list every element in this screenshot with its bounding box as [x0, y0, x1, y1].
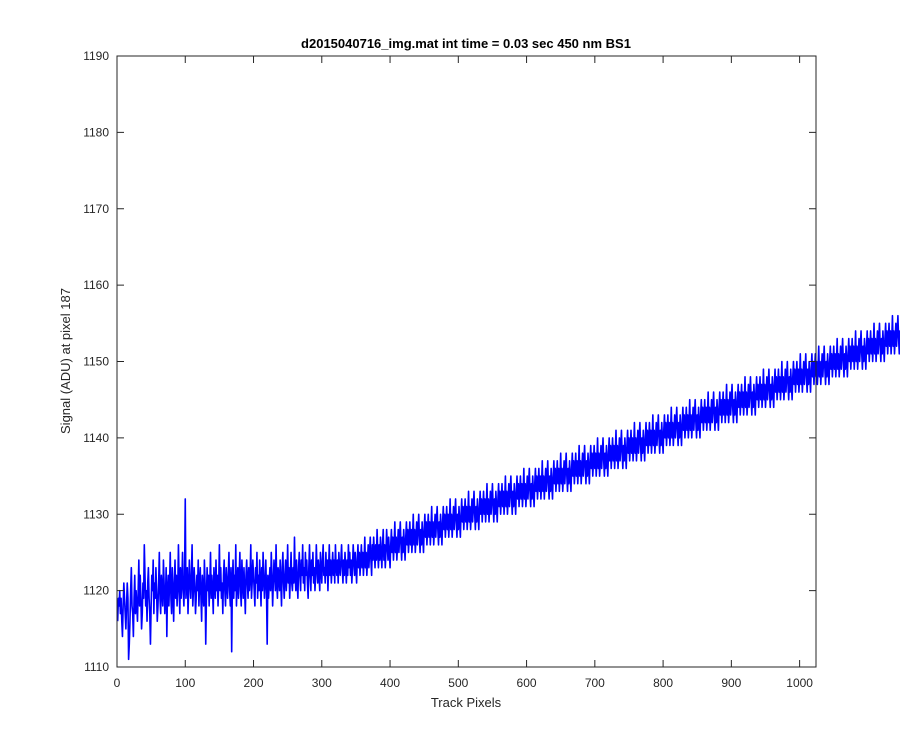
y-tick-label: 1130 [83, 507, 109, 521]
x-tick-label: 0 [114, 676, 121, 690]
y-tick-label: 1180 [83, 125, 109, 139]
y-tick-label: 1170 [83, 202, 109, 216]
y-tick-label: 1110 [84, 660, 109, 674]
x-tick-label: 500 [448, 676, 468, 690]
y-axis-ticks: 1110 1120 1130 1140 1150 1160 1170 1180 1190 [83, 49, 816, 674]
x-tick-label: 600 [517, 676, 537, 690]
x-axis-label: Track Pixels [431, 695, 502, 710]
y-axis-label: Signal (ADU) at pixel 187 [58, 288, 73, 434]
y-tick-label: 1120 [83, 584, 109, 598]
y-tick-label: 1150 [83, 355, 109, 369]
x-tick-label: 200 [244, 676, 264, 690]
x-tick-label: 300 [312, 676, 332, 690]
plot-area [117, 56, 816, 667]
series-layer [116, 314, 900, 661]
y-tick-label: 1140 [83, 431, 109, 445]
x-tick-label: 700 [585, 676, 605, 690]
x-tick-label: 800 [653, 676, 673, 690]
x-tick-label: 900 [721, 676, 741, 690]
x-axis-ticks: 0 100 200 300 400 500 600 700 800 900 1000 [114, 56, 813, 690]
y-tick-label: 1160 [83, 278, 109, 292]
series-line-1 [116, 314, 900, 661]
x-tick-label: 100 [175, 676, 195, 690]
x-tick-label: 1000 [786, 676, 813, 690]
y-tick-label: 1190 [83, 49, 109, 63]
x-tick-label: 400 [380, 676, 400, 690]
chart-title: d2015040716_img.mat int time = 0.03 sec … [301, 36, 631, 51]
